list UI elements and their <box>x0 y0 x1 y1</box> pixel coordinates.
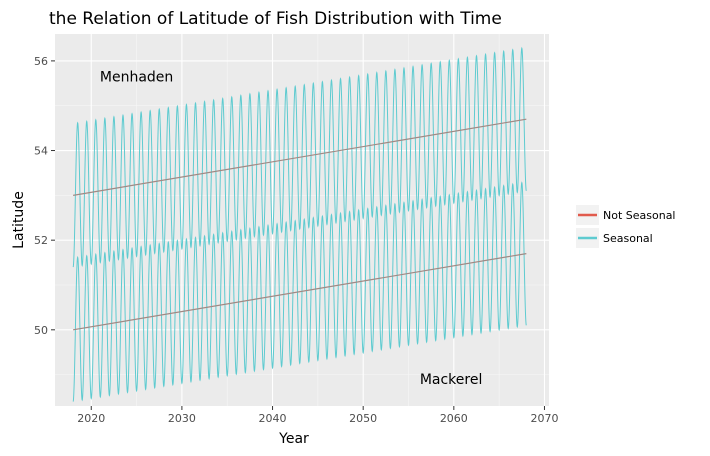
annotation-mackerel: Mackerel <box>420 372 483 388</box>
legend: Not Seasonal Seasonal <box>576 205 676 248</box>
legend-label: Seasonal <box>603 232 653 245</box>
y-tick-label: 56 <box>34 55 48 68</box>
series-line-seasonal-mackerel <box>72 181 527 402</box>
chart-title: the Relation of Latitude of Fish Distrib… <box>49 9 502 29</box>
x-tick-label: 2050 <box>349 412 377 425</box>
legend-label: Not Seasonal <box>603 209 676 222</box>
x-tick-label: 2070 <box>530 412 558 425</box>
y-axis-title: Latitude <box>11 191 27 249</box>
x-tick-label: 2040 <box>259 412 287 425</box>
minor-gridlines <box>55 34 549 406</box>
x-tick-label: 2020 <box>77 412 105 425</box>
series-line-not-seasonal-mackerel <box>73 253 527 331</box>
series-layer <box>72 46 527 402</box>
series-line-seasonal-menhaden <box>72 46 527 268</box>
x-axis-title: Year <box>278 431 309 447</box>
x-axis-ticks: 2020 2030 2040 2050 2060 2070 <box>77 406 558 425</box>
annotation-menhaden: Menhaden <box>100 70 173 86</box>
y-tick-label: 52 <box>34 234 48 247</box>
y-tick-label: 54 <box>34 145 48 158</box>
y-tick-label: 50 <box>34 324 48 337</box>
x-tick-label: 2060 <box>440 412 468 425</box>
series-line-not-seasonal-menhaden <box>73 118 527 196</box>
x-tick-label: 2030 <box>168 412 196 425</box>
y-axis-ticks: 50 52 54 56 <box>34 55 55 337</box>
annotations: Menhaden Mackerel <box>100 70 482 389</box>
plot-panel <box>55 34 549 406</box>
